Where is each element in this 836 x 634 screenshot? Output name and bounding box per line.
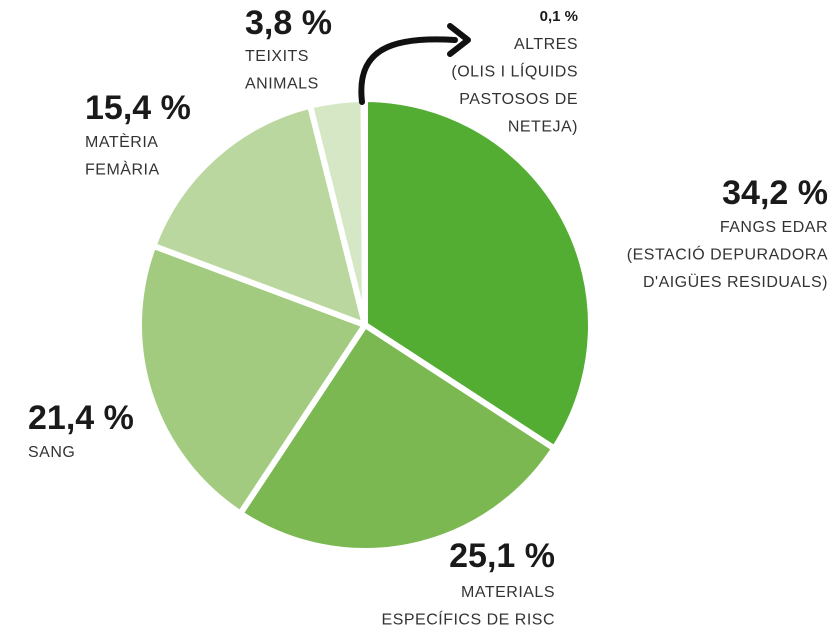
category-label: MATÈRIA xyxy=(85,132,158,151)
category-label: TEIXITS xyxy=(245,48,309,65)
value-label: 15,4 % xyxy=(85,89,191,127)
value-label: 25,1 % xyxy=(449,537,555,575)
category-label: FANGS EDAR xyxy=(720,219,828,236)
slices xyxy=(136,96,594,554)
category-label: (ESTACIÓ DEPURADORA xyxy=(627,245,828,264)
value-label: 0,1 % xyxy=(540,8,578,25)
category-label: FEMÀRIA xyxy=(85,160,160,179)
category-label: D'AIGÜES RESIDUALS) xyxy=(643,273,828,291)
category-label: (OLIS I LÍQUIDS xyxy=(451,62,578,81)
pie-slice xyxy=(237,322,558,554)
pie-slice xyxy=(136,242,368,517)
category-label: SANG xyxy=(28,444,75,461)
category-label: ALTRES xyxy=(514,36,578,53)
category-label: PASTOSOS DE xyxy=(459,91,578,108)
pie-slice xyxy=(150,102,368,328)
value-label: 3,8 % xyxy=(245,4,332,42)
arrow-head xyxy=(447,23,471,57)
arrow xyxy=(358,36,458,105)
category-label: MATERIALS xyxy=(461,584,555,601)
category-label: NETEJA) xyxy=(508,119,578,136)
category-label: ANIMALS xyxy=(245,76,319,93)
value-label: 34,2 % xyxy=(722,174,828,212)
category-label: ESPECÍFICS DE RISC xyxy=(382,610,555,629)
pie-slice xyxy=(360,96,368,328)
value-label: 21,4 % xyxy=(28,399,134,437)
